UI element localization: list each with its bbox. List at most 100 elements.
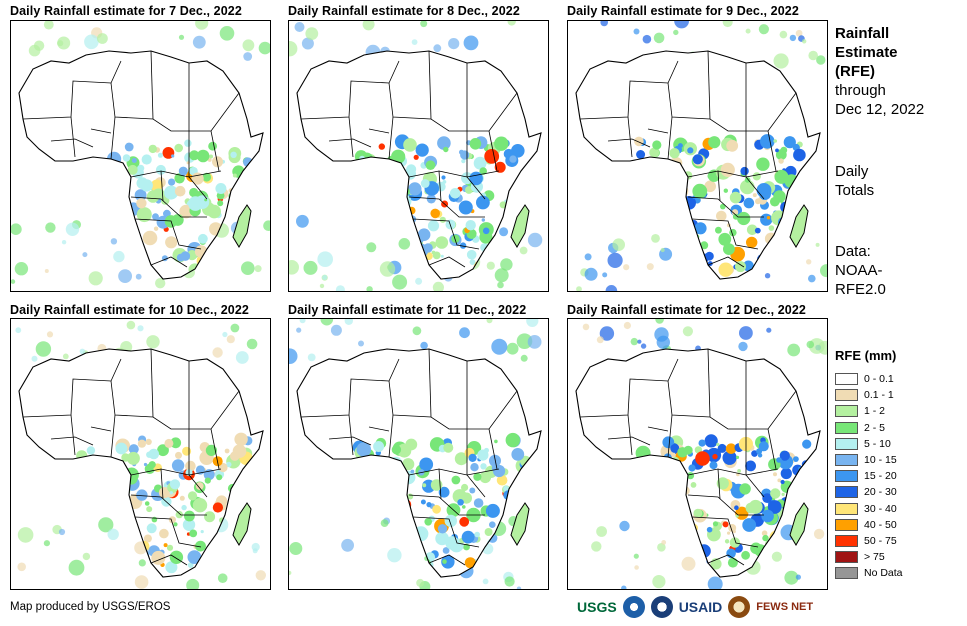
country-border (707, 256, 745, 268)
country-border (767, 428, 777, 470)
africa-landmass (297, 51, 541, 279)
country-border (707, 348, 711, 418)
country-border (22, 60, 122, 120)
country-border (466, 429, 486, 498)
legend-swatch (835, 389, 858, 402)
country-border (388, 414, 394, 458)
legend-swatch (835, 551, 858, 564)
legend-item: 20 - 30 (835, 484, 903, 500)
legend-label: 15 - 20 (864, 470, 897, 483)
legend-swatch (835, 421, 858, 434)
data-line-1: Data: (835, 243, 871, 260)
madagascar (510, 204, 530, 248)
country-border (150, 554, 188, 566)
country-border (150, 256, 188, 268)
coastline (18, 348, 264, 578)
country-border (466, 131, 486, 200)
country-border (388, 380, 518, 430)
country-border (50, 436, 94, 446)
country-border (90, 128, 112, 134)
legend-swatch (835, 470, 858, 483)
legend-label: 20 - 30 (864, 486, 897, 499)
legend-item: 10 - 15 (835, 452, 903, 468)
country-border (348, 414, 354, 456)
country-border (328, 436, 372, 446)
country-border (647, 128, 669, 134)
country-border (707, 554, 745, 566)
country-border (745, 131, 765, 200)
country-border (134, 218, 202, 250)
legend-item: 50 - 75 (835, 533, 903, 549)
country-border (130, 196, 207, 218)
legend-label: 0 - 0.1 (864, 373, 894, 386)
legend-label: 10 - 15 (864, 454, 897, 467)
africa-landmass (297, 349, 541, 577)
panel-title-6: Daily Rainfall estimate for 12 Dec., 202… (567, 303, 806, 317)
legend-label: 0.1 - 1 (864, 389, 894, 402)
data-line-3: RFE2.0 (835, 281, 886, 298)
legend-item: > 75 (835, 549, 903, 565)
fews-net-logo: FEWS NET (756, 601, 814, 613)
panel-title-1: Daily Rainfall estimate for 7 Dec., 2022 (10, 4, 242, 18)
country-border (210, 428, 220, 470)
legend-swatch (835, 518, 858, 531)
country-border (130, 170, 222, 178)
country-border (300, 60, 400, 120)
madagascar (232, 204, 252, 248)
country-border (767, 130, 777, 172)
sidebar-title: Rainfall Estimate (RFE) through Dec 12, … (835, 24, 924, 119)
legend-item: 40 - 50 (835, 517, 903, 533)
country-border (160, 170, 164, 202)
country-border (667, 116, 673, 160)
coastline (575, 50, 821, 280)
rainfall-map-5 (288, 318, 549, 590)
madagascar (510, 502, 530, 546)
legend-item: 0 - 0.1 (835, 371, 903, 387)
rfe-legend: RFE (mm) 0 - 0.1 0.1 - 1 1 - 2 2 - 5 5 - 10 1… (835, 348, 903, 581)
country-border (150, 50, 154, 120)
rainfall-map-6 (567, 318, 828, 590)
partner-logos: USGS USAID FEWS NET (577, 596, 813, 618)
country-border (687, 494, 764, 516)
title-line-1: Rainfall (835, 25, 890, 42)
legend-item: 30 - 40 (835, 501, 903, 517)
panel-title-3: Daily Rainfall estimate for 9 Dec., 2022 (567, 4, 799, 18)
country-border (707, 50, 711, 120)
madagascar (789, 502, 809, 546)
country-border (667, 380, 797, 430)
country-border (70, 414, 76, 456)
country-border (408, 196, 485, 218)
country-border (408, 170, 500, 178)
legend-swatch (835, 373, 858, 386)
country-border (717, 170, 721, 202)
through-date: Dec 12, 2022 (835, 101, 925, 118)
country-border (160, 468, 164, 500)
legend-swatch (835, 502, 858, 515)
rainfall-map-3 (567, 20, 828, 292)
totals-label: Daily Totals (835, 162, 874, 200)
legend-label: 1 - 2 (864, 405, 886, 418)
panel-title-5: Daily Rainfall estimate for 11 Dec., 202… (288, 303, 527, 317)
usaid-logo: USAID (678, 599, 723, 615)
country-border (579, 60, 679, 120)
country-border (627, 414, 633, 456)
map-credit: Map produced by USGS/EROS (10, 601, 171, 613)
country-border (488, 428, 498, 470)
coastline (296, 348, 542, 578)
country-border (579, 358, 679, 418)
legend-item: 2 - 5 (835, 420, 903, 436)
country-border (717, 468, 721, 500)
through-label: through (835, 82, 886, 99)
country-border (188, 131, 208, 200)
country-border (428, 256, 466, 268)
country-border (438, 170, 442, 202)
title-line-2: Estimate (835, 44, 898, 61)
data-source: Data: NOAA- RFE2.0 (835, 242, 886, 299)
country-border (210, 130, 220, 172)
legend-swatch (835, 437, 858, 450)
country-border (428, 50, 432, 120)
country-border (745, 429, 765, 498)
country-border (388, 116, 394, 160)
totals-line-2: Totals (835, 182, 875, 199)
coastline (18, 50, 264, 280)
